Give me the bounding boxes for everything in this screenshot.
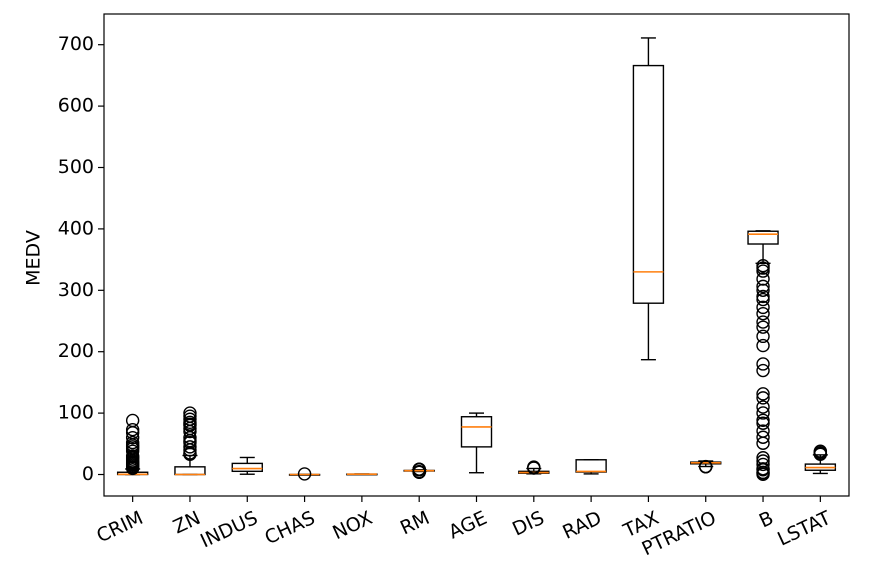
outlier-point xyxy=(756,457,770,472)
y-tick-label: 100 xyxy=(58,402,94,424)
box-iqr xyxy=(632,64,665,304)
box-nox xyxy=(346,473,378,476)
outlier-point xyxy=(183,412,197,426)
outlier-point xyxy=(756,454,770,468)
box-b xyxy=(747,230,779,482)
box-chas xyxy=(288,467,321,481)
outlier-point xyxy=(756,424,770,438)
outlier-point xyxy=(756,264,770,278)
outlier-point xyxy=(756,259,770,273)
box-iqr xyxy=(747,230,779,245)
outlier-point xyxy=(183,406,197,420)
outlier-point xyxy=(125,422,140,437)
outlier-point xyxy=(756,306,770,321)
outlier-point xyxy=(756,406,770,420)
outlier-point xyxy=(125,430,140,445)
box-age xyxy=(460,412,493,474)
y-tick-label: 300 xyxy=(58,279,94,301)
y-tick-label: 500 xyxy=(58,156,94,178)
box-iqr xyxy=(231,462,263,473)
outlier-point xyxy=(412,462,426,476)
y-axis-title: MEDV xyxy=(23,230,45,286)
outlier-point xyxy=(756,357,770,371)
outlier-point xyxy=(756,413,770,427)
y-tick-label: 400 xyxy=(58,217,94,239)
outlier-point xyxy=(183,440,197,454)
box-iqr xyxy=(460,416,493,448)
box-indus xyxy=(231,456,263,475)
y-tick-label: 700 xyxy=(58,33,94,55)
outlier-point xyxy=(756,292,770,307)
box-rad xyxy=(575,459,607,475)
outlier-point xyxy=(813,444,828,458)
outlier-point xyxy=(756,279,770,294)
outlier-point xyxy=(756,430,770,444)
outlier-point xyxy=(756,300,770,315)
outlier-point xyxy=(699,459,713,474)
box-rm xyxy=(403,462,435,480)
outlier-point xyxy=(756,363,770,378)
outlier-point xyxy=(527,460,541,474)
outlier-point xyxy=(125,413,140,428)
outlier-point xyxy=(756,451,770,465)
outlier-point xyxy=(756,387,770,401)
box-ptratio xyxy=(690,459,722,474)
outlier-point xyxy=(756,289,770,304)
plot-area xyxy=(116,37,837,482)
outlier-point xyxy=(125,435,140,450)
outlier-point xyxy=(756,400,770,414)
outlier-point xyxy=(183,409,197,423)
outlier-point xyxy=(756,320,770,334)
outlier-point xyxy=(756,329,770,344)
outlier-point xyxy=(756,462,770,476)
outlier-point xyxy=(756,391,770,405)
outlier-point xyxy=(756,283,770,298)
outlier-point xyxy=(125,449,140,463)
box-lstat xyxy=(804,444,837,475)
box-zn xyxy=(174,406,206,476)
box-tax xyxy=(632,37,665,361)
y-tick-label: 600 xyxy=(58,95,94,117)
box-crim xyxy=(116,413,149,476)
outlier-point xyxy=(756,338,770,353)
outlier-point xyxy=(183,415,197,430)
outlier-point xyxy=(756,272,770,286)
outlier-point xyxy=(756,315,770,329)
outlier-point xyxy=(297,467,312,481)
y-tick-label: 0 xyxy=(82,463,94,485)
y-tick-label: 200 xyxy=(58,340,94,362)
box-dis xyxy=(518,460,550,475)
